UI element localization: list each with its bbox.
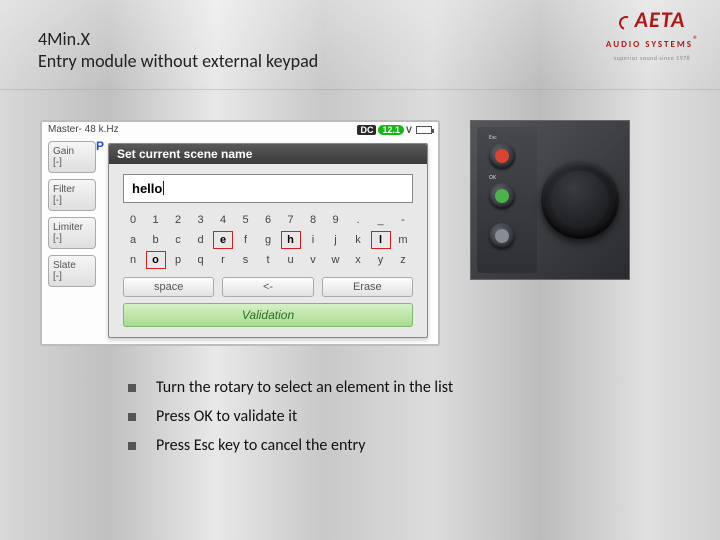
hardware-photo: Esc OK xyxy=(470,120,630,280)
char-cell--[interactable]: - xyxy=(393,211,413,229)
logo-subline: AUDIO SYSTEMS xyxy=(606,39,693,50)
char-cell-d[interactable]: d xyxy=(191,231,211,249)
char-cell-8[interactable]: 8 xyxy=(303,211,323,229)
master-text: Master- 48 k.Hz xyxy=(48,124,119,135)
char-cell-i[interactable]: i xyxy=(303,231,323,249)
char-cell-s[interactable]: s xyxy=(236,251,256,269)
esc-label: Esc xyxy=(489,133,497,141)
list-item: Press Esc key to cancel the entry xyxy=(128,436,680,455)
scene-name-dialog: Set current scene name hello 0123456789.… xyxy=(108,143,428,338)
device-topbar: Master- 48 k.Hz DC 12.1 V xyxy=(42,122,438,137)
input-value: hello xyxy=(132,181,162,196)
bullet-text-1: Turn the rotary to select an element in … xyxy=(156,378,453,397)
backspace-button[interactable]: <- xyxy=(222,277,313,297)
dc-value: 12.1 xyxy=(378,125,404,135)
char-cell-x[interactable]: x xyxy=(348,251,368,269)
char-cell-j[interactable]: j xyxy=(326,231,346,249)
ok-label: OK xyxy=(489,173,496,181)
char-cell-3[interactable]: 3 xyxy=(191,211,211,229)
dialog-button-row: space <- Erase xyxy=(123,277,413,297)
device-screenshot: Master- 48 k.Hz DC 12.1 V Gain[-] Filter… xyxy=(40,120,440,346)
logo-tagline: superior sound since 1978 xyxy=(596,54,708,62)
dc-unit: V xyxy=(406,125,412,135)
erase-button[interactable]: Erase xyxy=(322,277,413,297)
char-cell-0[interactable]: 0 xyxy=(123,211,143,229)
char-grid: 0123456789._- abcdefghijklm nopqrstuvwxyz xyxy=(123,211,413,269)
side-column: Gain[-] Filter[-] Limiter[-] Slate[-] xyxy=(42,137,100,344)
char-cell-9[interactable]: 9 xyxy=(326,211,346,229)
char-cell-4[interactable]: 4 xyxy=(213,211,233,229)
content-area: Master- 48 k.Hz DC 12.1 V Gain[-] Filter… xyxy=(40,120,680,465)
char-cell-l[interactable]: l xyxy=(371,231,391,249)
space-button[interactable]: space xyxy=(123,277,214,297)
char-cell-q[interactable]: q xyxy=(191,251,211,269)
char-cell-h[interactable]: h xyxy=(281,231,301,249)
char-cell-_[interactable]: _ xyxy=(371,211,391,229)
title-line-2: Entry module without external keypad xyxy=(38,50,318,72)
char-cell-m[interactable]: m xyxy=(393,231,413,249)
char-cell-a[interactable]: a xyxy=(123,231,143,249)
char-cell-7[interactable]: 7 xyxy=(281,211,301,229)
char-cell-n[interactable]: n xyxy=(123,251,143,269)
bullet-icon xyxy=(128,413,136,421)
char-cell-r[interactable]: r xyxy=(213,251,233,269)
slide-header: 4Min.X Entry module without external key… xyxy=(0,0,720,90)
list-item: Turn the rotary to select an element in … xyxy=(128,378,680,397)
char-cell-b[interactable]: b xyxy=(146,231,166,249)
char-cell-k[interactable]: k xyxy=(348,231,368,249)
dc-indicator: DC 12.1 V xyxy=(357,125,412,135)
dialog-title: Set current scene name xyxy=(109,144,427,164)
ok-button-icon xyxy=(489,183,515,209)
char-cell-6[interactable]: 6 xyxy=(258,211,278,229)
char-cell-t[interactable]: t xyxy=(258,251,278,269)
list-item: Press OK to validate it xyxy=(128,407,680,426)
side-btn-slate[interactable]: Slate[-] xyxy=(48,255,96,287)
battery-icon xyxy=(416,126,432,134)
char-cell-y[interactable]: y xyxy=(371,251,391,269)
bullet-icon xyxy=(128,384,136,392)
char-cell-o[interactable]: o xyxy=(146,251,166,269)
char-cell-v[interactable]: v xyxy=(303,251,323,269)
char-cell-e[interactable]: e xyxy=(213,231,233,249)
side-btn-gain[interactable]: Gain[-] xyxy=(48,141,96,173)
bullet-text-3: Press Esc key to cancel the entry xyxy=(156,436,365,455)
title-line-1: 4Min.X xyxy=(38,28,318,50)
logo-swoosh-icon xyxy=(616,14,635,33)
scene-name-input[interactable]: hello xyxy=(123,174,413,203)
validation-button[interactable]: Validation xyxy=(123,303,413,327)
nav-button-icon xyxy=(489,223,515,249)
dc-label: DC xyxy=(357,125,376,135)
char-cell-u[interactable]: u xyxy=(281,251,301,269)
char-cell-1[interactable]: 1 xyxy=(146,211,166,229)
logo-registered: ® xyxy=(693,33,698,46)
char-cell-5[interactable]: 5 xyxy=(236,211,256,229)
esc-button-icon xyxy=(489,143,515,169)
char-cell-2[interactable]: 2 xyxy=(168,211,188,229)
instruction-list: Turn the rotary to select an element in … xyxy=(128,378,680,455)
side-btn-limiter[interactable]: Limiter[-] xyxy=(48,217,96,249)
bullet-icon xyxy=(128,442,136,450)
char-cell-g[interactable]: g xyxy=(258,231,278,249)
brand-logo: AETA AUDIO SYSTEMS® superior sound since… xyxy=(596,6,708,62)
char-cell-p[interactable]: p xyxy=(168,251,188,269)
p-indicator: P xyxy=(96,139,104,153)
bullet-text-2: Press OK to validate it xyxy=(156,407,297,426)
title-block: 4Min.X Entry module without external key… xyxy=(38,28,318,72)
char-cell-w[interactable]: w xyxy=(326,251,346,269)
char-cell-c[interactable]: c xyxy=(168,231,188,249)
text-caret xyxy=(163,181,164,195)
rotary-knob-icon xyxy=(541,161,619,239)
side-btn-filter[interactable]: Filter[-] xyxy=(48,179,96,211)
char-cell-z[interactable]: z xyxy=(393,251,413,269)
logo-brand: AETA xyxy=(635,6,686,33)
char-cell-f[interactable]: f xyxy=(236,231,256,249)
char-cell-.[interactable]: . xyxy=(348,211,368,229)
